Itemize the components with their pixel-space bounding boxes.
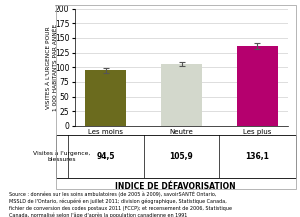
Text: Source : données sur les soins ambulatoires (de 2005 à 2009), savoirSANTÉ Ontari: Source : données sur les soins ambulatoi…	[9, 191, 232, 217]
Bar	[237, 46, 278, 126]
Bar	[160, 64, 202, 126]
Bar	[85, 71, 126, 126]
Text: INDICE DE DÉFAVORISATION: INDICE DE DÉFAVORISATION	[115, 182, 236, 191]
Y-axis label: VISITES À L'URGENCE POUR
1 000 HABITANTS PAR ANNÉE: VISITES À L'URGENCE POUR 1 000 HABITANTS…	[46, 24, 58, 111]
Text: 94,5: 94,5	[96, 152, 115, 161]
Text: 136,1: 136,1	[245, 152, 269, 161]
Text: Visites à l'urgence,
blessures: Visites à l'urgence, blessures	[33, 151, 90, 162]
Text: 105,9: 105,9	[169, 152, 194, 161]
